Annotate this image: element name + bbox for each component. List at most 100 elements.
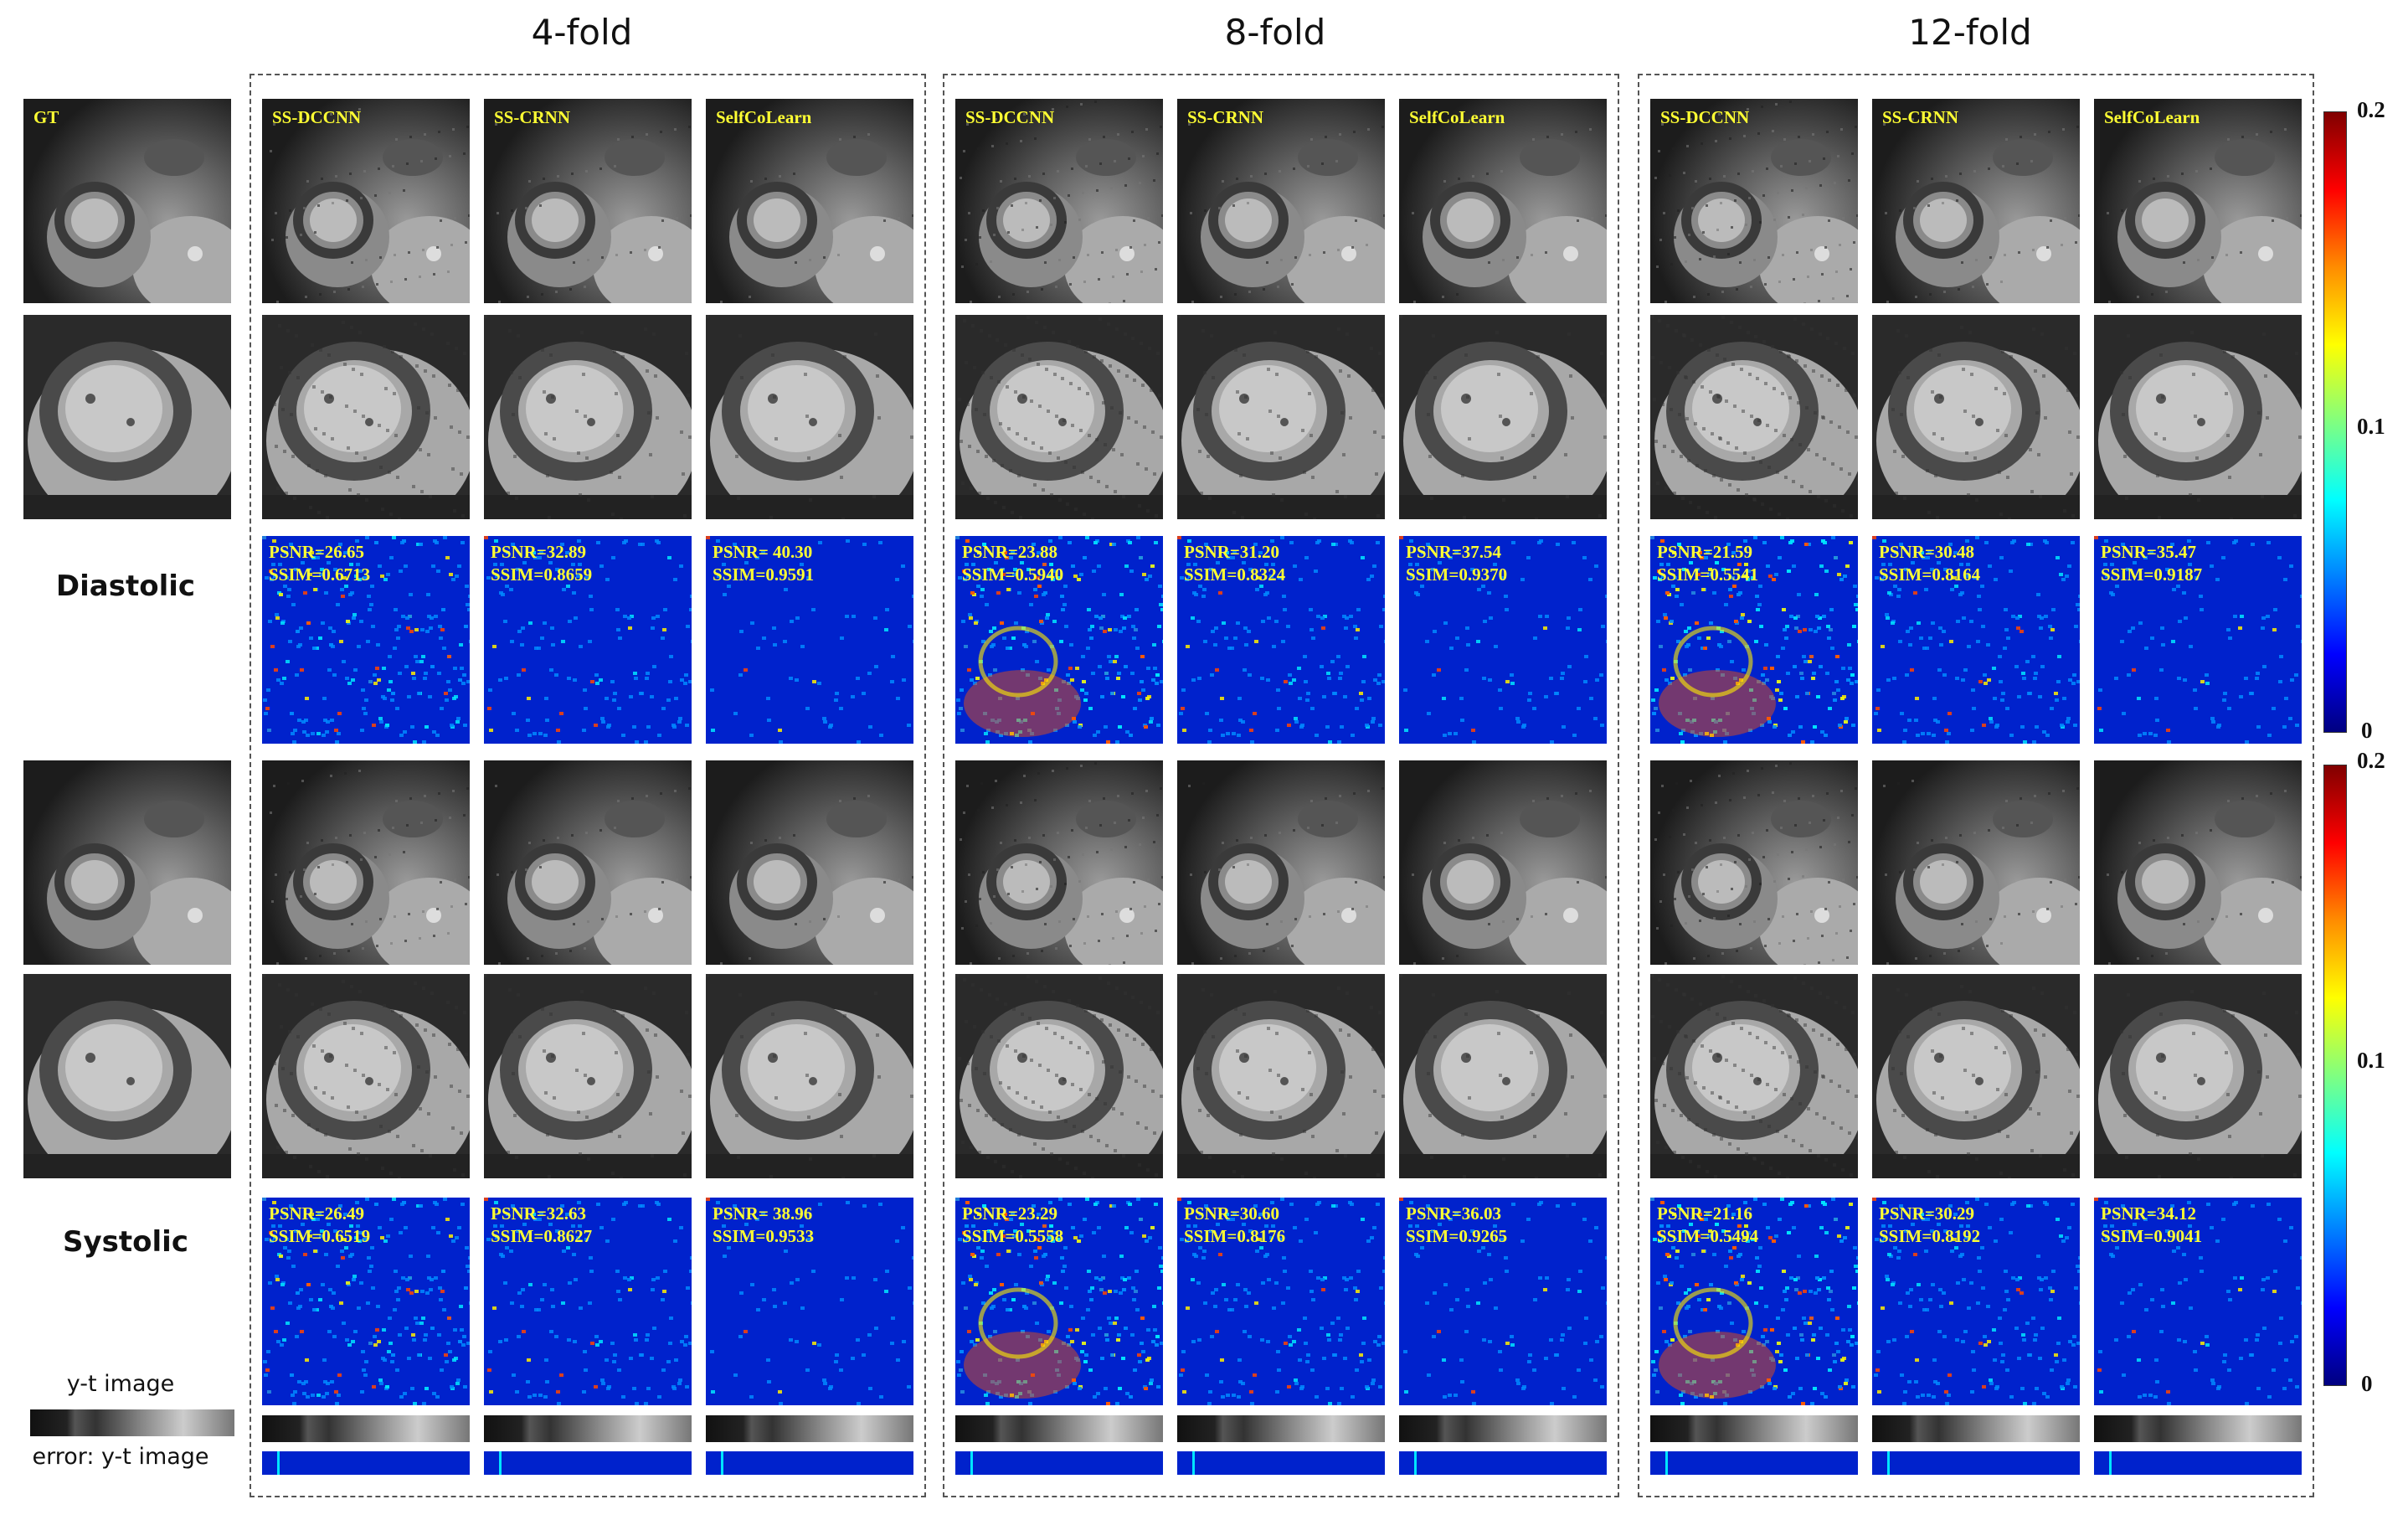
ssim-value: SSIM=0.9041 bbox=[2101, 1226, 2203, 1246]
metric-label: PSNR=26.49 SSIM=0.6519 bbox=[269, 1203, 370, 1248]
colorbar-systolic bbox=[2323, 765, 2347, 1386]
method-label: SS-DCCNN bbox=[1660, 107, 1750, 127]
method-label: SS-CRNN bbox=[1187, 107, 1264, 127]
ssim-value: SSIM=0.8324 bbox=[1184, 564, 1286, 585]
recon-zoom-systolic-2-0 bbox=[1650, 974, 1858, 1178]
error-map-diastolic-1-1: PSNR=31.20 SSIM=0.8324 bbox=[1177, 536, 1385, 744]
yt-image-0-2 bbox=[706, 1415, 913, 1442]
psnr-value: PSNR=21.16 bbox=[1657, 1203, 1753, 1224]
recon-zoom-diastolic-1-0 bbox=[955, 315, 1163, 519]
method-label: SelfCoLearn bbox=[716, 107, 812, 127]
row-label-diastolic: Diastolic bbox=[55, 569, 196, 603]
gt-yt-image bbox=[30, 1409, 234, 1436]
recon-full-diastolic-2-0: SS-DCCNN bbox=[1650, 99, 1858, 303]
recon-zoom-diastolic-0-2 bbox=[706, 315, 913, 519]
error-map-systolic-0-0: PSNR=26.49 SSIM=0.6519 bbox=[262, 1198, 470, 1405]
error-map-systolic-0-1: PSNR=32.63 SSIM=0.8627 bbox=[484, 1198, 692, 1405]
metric-label: PSNR=21.16 SSIM=0.5494 bbox=[1657, 1203, 1758, 1248]
ssim-value: SSIM=0.8176 bbox=[1184, 1226, 1286, 1246]
recon-zoom-systolic-2-1 bbox=[1872, 974, 2080, 1178]
row-label-systolic: Systolic bbox=[63, 1225, 188, 1259]
metric-label: PSNR=32.89 SSIM=0.8659 bbox=[491, 541, 592, 586]
recon-zoom-systolic-0-0 bbox=[262, 974, 470, 1178]
error-map-diastolic-0-0: PSNR=26.65 SSIM=0.6713 bbox=[262, 536, 470, 744]
colorbar-tick-min: 0 bbox=[2361, 1371, 2373, 1396]
gt-full-image-diastolic: GT bbox=[23, 99, 231, 303]
colorbar-tick-mid: 0.1 bbox=[2357, 414, 2385, 439]
recon-full-diastolic-2-1: SS-CRNN bbox=[1872, 99, 2080, 303]
recon-zoom-systolic-0-1 bbox=[484, 974, 692, 1178]
recon-full-systolic-0-1 bbox=[484, 760, 692, 965]
psnr-value: PSNR=36.03 bbox=[1406, 1203, 1502, 1224]
yt-image-label: y-t image bbox=[66, 1371, 175, 1397]
gt-full-image-systolic bbox=[23, 760, 231, 965]
recon-zoom-systolic-2-2 bbox=[2094, 974, 2302, 1178]
error-map-systolic-2-2: PSNR=34.12 SSIM=0.9041 bbox=[2094, 1198, 2302, 1405]
psnr-value: PSNR= 38.96 bbox=[713, 1203, 813, 1224]
group-box-8-fold bbox=[943, 74, 1619, 1497]
yt-image-0-1 bbox=[484, 1415, 692, 1442]
metric-label: PSNR=35.47 SSIM=0.9187 bbox=[2101, 541, 2202, 586]
recon-zoom-diastolic-0-0 bbox=[262, 315, 470, 519]
yt-error-image-2-1 bbox=[1872, 1451, 2080, 1475]
psnr-value: PSNR=26.49 bbox=[269, 1203, 365, 1224]
recon-zoom-diastolic-2-1 bbox=[1872, 315, 2080, 519]
metric-label: PSNR=30.48 SSIM=0.8164 bbox=[1879, 541, 1980, 586]
group-box-12-fold bbox=[1638, 74, 2314, 1497]
recon-full-diastolic-2-2: SelfCoLearn bbox=[2094, 99, 2302, 303]
recon-zoom-systolic-1-2 bbox=[1399, 974, 1607, 1178]
psnr-value: PSNR=30.48 bbox=[1879, 542, 1975, 562]
yt-error-image-0-1 bbox=[484, 1451, 692, 1475]
psnr-value: PSNR=30.29 bbox=[1879, 1203, 1975, 1224]
gt-zoom-image-diastolic bbox=[23, 315, 231, 519]
error-map-diastolic-2-2: PSNR=35.47 SSIM=0.9187 bbox=[2094, 536, 2302, 744]
psnr-value: PSNR=32.63 bbox=[491, 1203, 587, 1224]
ssim-value: SSIM=0.5940 bbox=[962, 564, 1064, 585]
psnr-value: PSNR=37.54 bbox=[1406, 542, 1502, 562]
yt-error-image-1-1 bbox=[1177, 1451, 1385, 1475]
yt-error-label: error: y-t image bbox=[32, 1444, 209, 1470]
ssim-value: SSIM=0.5494 bbox=[1657, 1226, 1759, 1246]
error-map-diastolic-1-2: PSNR=37.54 SSIM=0.9370 bbox=[1399, 536, 1607, 744]
recon-full-diastolic-0-0: SS-DCCNN bbox=[262, 99, 470, 303]
recon-full-diastolic-0-1: SS-CRNN bbox=[484, 99, 692, 303]
recon-full-diastolic-1-0: SS-DCCNN bbox=[955, 99, 1163, 303]
ssim-value: SSIM=0.9187 bbox=[2101, 564, 2203, 585]
psnr-value: PSNR=23.88 bbox=[962, 542, 1058, 562]
fold-title-12: 12-fold bbox=[1908, 12, 2032, 53]
recon-full-systolic-2-2 bbox=[2094, 760, 2302, 965]
method-label: SS-CRNN bbox=[494, 107, 571, 127]
psnr-value: PSNR=31.20 bbox=[1184, 542, 1280, 562]
yt-image-1-2 bbox=[1399, 1415, 1607, 1442]
ssim-value: SSIM=0.9370 bbox=[1406, 564, 1508, 585]
fold-title-4: 4-fold bbox=[531, 12, 633, 53]
error-map-diastolic-0-2: PSNR= 40.30 SSIM=0.9591 bbox=[706, 536, 913, 744]
method-label: SS-DCCNN bbox=[272, 107, 362, 127]
yt-error-image-0-2 bbox=[706, 1451, 913, 1475]
metric-label: PSNR=37.54 SSIM=0.9370 bbox=[1406, 541, 1507, 586]
ssim-value: SSIM=0.9533 bbox=[713, 1226, 815, 1246]
group-box-4-fold bbox=[250, 74, 926, 1497]
method-label: SelfCoLearn bbox=[1409, 107, 1505, 127]
recon-full-systolic-2-1 bbox=[1872, 760, 2080, 965]
yt-image-0-0 bbox=[262, 1415, 470, 1442]
recon-full-diastolic-0-2: SelfCoLearn bbox=[706, 99, 913, 303]
ssim-value: SSIM=0.8659 bbox=[491, 564, 593, 585]
recon-full-systolic-0-0 bbox=[262, 760, 470, 965]
metric-label: PSNR= 38.96 SSIM=0.9533 bbox=[713, 1203, 814, 1248]
method-label: SelfCoLearn bbox=[2104, 107, 2200, 127]
metric-label: PSNR=23.29 SSIM=0.5558 bbox=[962, 1203, 1063, 1248]
yt-image-2-2 bbox=[2094, 1415, 2302, 1442]
recon-full-systolic-1-1 bbox=[1177, 760, 1385, 965]
yt-image-1-0 bbox=[955, 1415, 1163, 1442]
yt-image-2-1 bbox=[1872, 1415, 2080, 1442]
recon-zoom-diastolic-0-1 bbox=[484, 315, 692, 519]
ssim-value: SSIM=0.8192 bbox=[1879, 1226, 1981, 1246]
recon-zoom-diastolic-1-2 bbox=[1399, 315, 1607, 519]
recon-zoom-diastolic-1-1 bbox=[1177, 315, 1385, 519]
method-label: SS-CRNN bbox=[1882, 107, 1959, 127]
psnr-value: PSNR=32.89 bbox=[491, 542, 587, 562]
error-map-systolic-2-1: PSNR=30.29 SSIM=0.8192 bbox=[1872, 1198, 2080, 1405]
recon-zoom-systolic-1-1 bbox=[1177, 974, 1385, 1178]
yt-error-image-2-2 bbox=[2094, 1451, 2302, 1475]
